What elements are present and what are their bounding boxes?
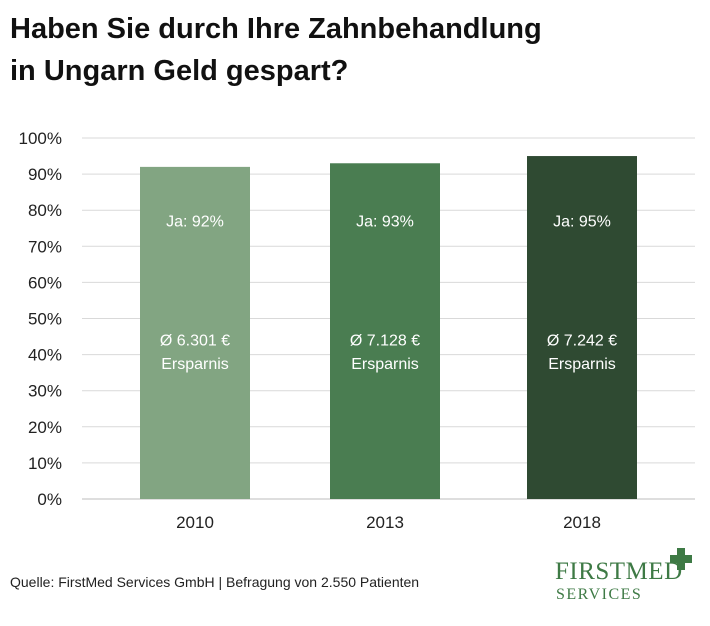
bar-label: Ja: 93% <box>356 213 414 230</box>
x-tick-label: 2010 <box>176 513 214 532</box>
y-tick-label: 10% <box>28 454 62 473</box>
chart-title-line-1: Haben Sie durch Ihre Zahnbehandlung <box>10 13 542 45</box>
bar <box>140 166 250 499</box>
savings-caption: Ersparnis <box>161 356 229 373</box>
y-tick-label: 80% <box>28 201 62 220</box>
firstmed-logo: FIRSTMED SERVICES <box>555 548 705 608</box>
y-tick-label: 70% <box>28 237 62 256</box>
y-tick-label: 90% <box>28 165 62 184</box>
chart-title-line-2: in Ungarn Geld gespart? <box>10 55 349 87</box>
x-tick-label: 2018 <box>563 513 601 532</box>
y-tick-label: 60% <box>28 273 62 292</box>
source-note: Quelle: FirstMed Services GmbH | Befragu… <box>10 574 420 590</box>
x-tick-label: 2013 <box>366 513 404 532</box>
y-tick-label: 50% <box>28 310 62 329</box>
logo-name: FIRSTMED <box>555 558 683 585</box>
bar-label: Ja: 92% <box>166 213 224 230</box>
y-tick-label: 20% <box>28 418 62 437</box>
chart-title: Haben Sie durch Ihre Zahnbehandlung in U… <box>10 8 690 92</box>
savings-label: Ø 6.301 € <box>160 333 230 350</box>
bar <box>330 163 440 499</box>
savings-caption: Ersparnis <box>548 356 616 373</box>
y-tick-label: 40% <box>28 346 62 365</box>
savings-label: Ø 7.128 € <box>350 333 420 350</box>
logo-subtitle: SERVICES <box>556 586 643 603</box>
savings-caption: Ersparnis <box>351 356 419 373</box>
y-tick-label: 0% <box>37 490 62 509</box>
bar-label: Ja: 95% <box>553 213 611 230</box>
bar <box>527 156 637 500</box>
cross-icon <box>670 548 692 570</box>
y-tick-label: 30% <box>28 382 62 401</box>
y-tick-label: 100% <box>19 129 62 148</box>
savings-label: Ø 7.242 € <box>547 333 617 350</box>
